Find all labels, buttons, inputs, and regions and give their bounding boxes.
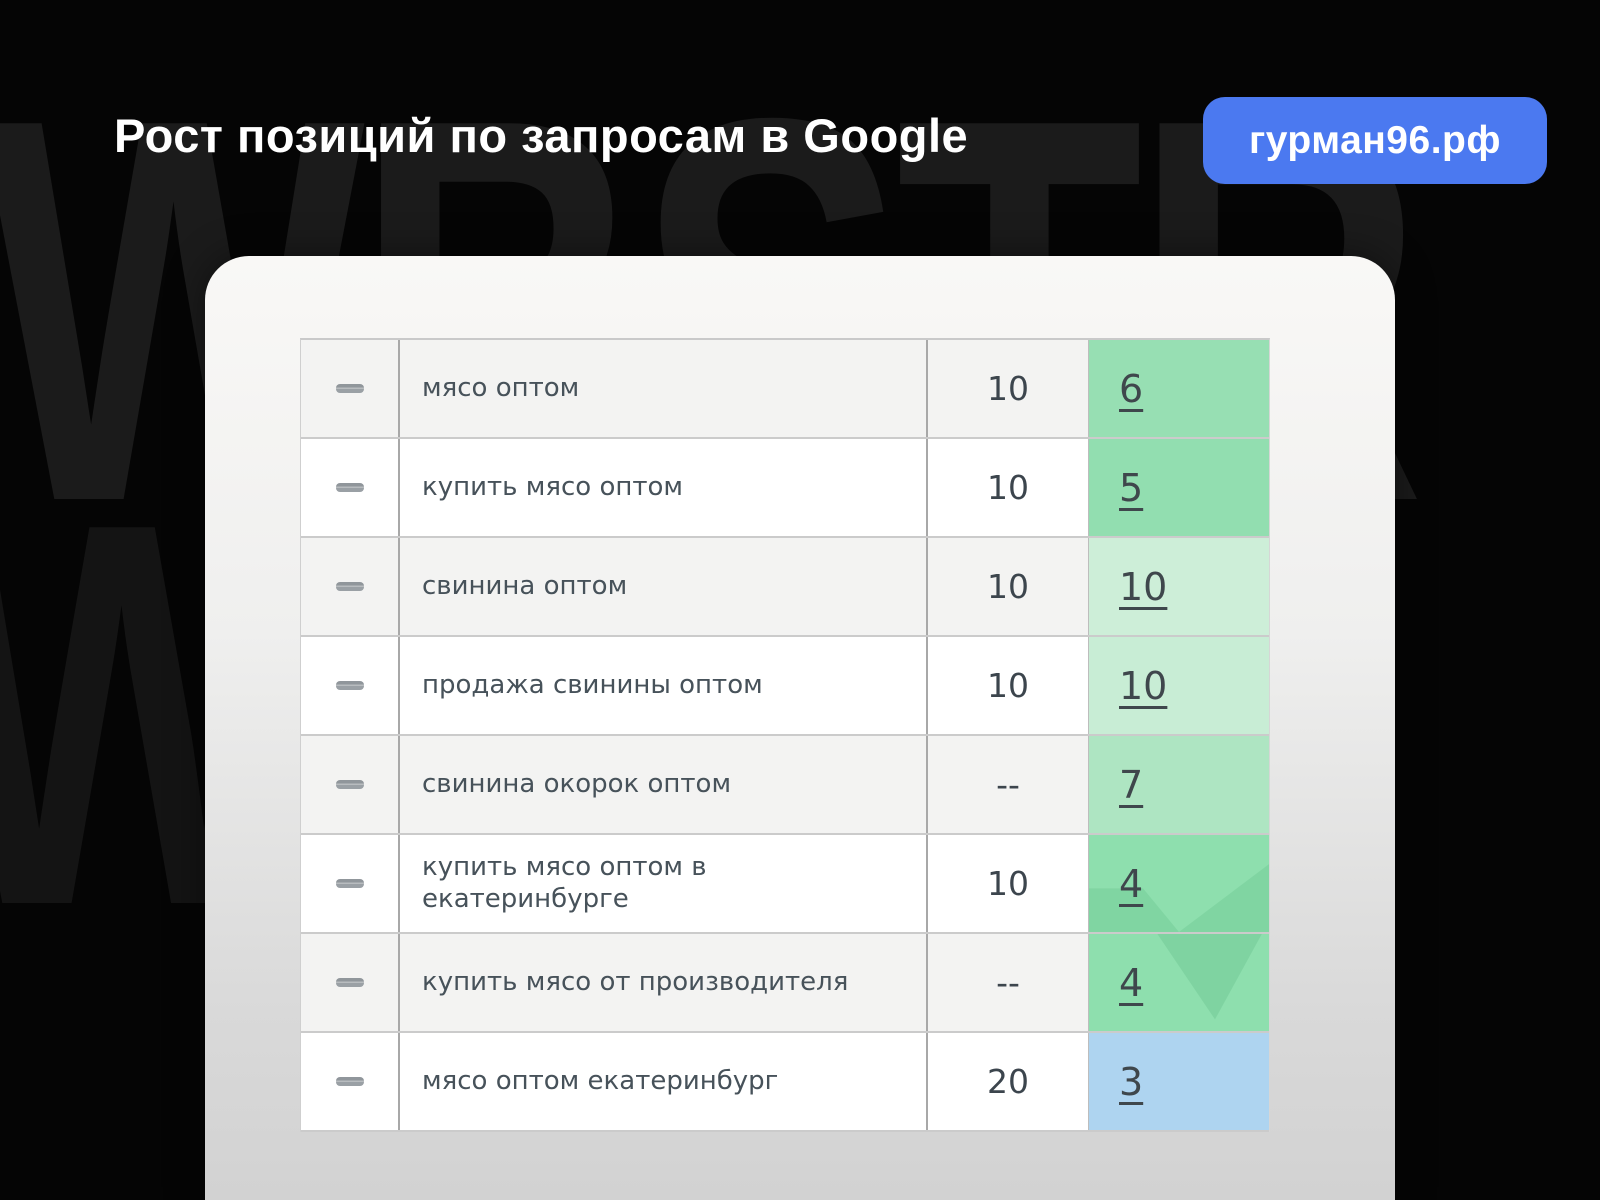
target-top-cell: -- (928, 736, 1089, 833)
position-cell: 4 (1089, 934, 1269, 1031)
status-cell (301, 538, 400, 635)
status-cell (301, 835, 400, 932)
position-cell: 3 (1089, 1033, 1269, 1130)
page-title: Рост позиций по запросам в Google (114, 109, 969, 162)
position-link[interactable]: 3 (1119, 1059, 1144, 1104)
no-change-dash-icon (335, 780, 364, 789)
site-badge-label: гурман96.рф (1249, 118, 1501, 162)
target-top-cell: -- (928, 934, 1089, 1031)
status-cell (301, 340, 400, 437)
table-row: купить мясо оптом в екатеринбурге 10 4 (301, 835, 1269, 934)
position-link[interactable]: 5 (1119, 465, 1144, 510)
no-change-dash-icon (335, 483, 364, 492)
site-badge[interactable]: гурман96.рф (1203, 97, 1547, 184)
query-cell: свинина окорок оптом (400, 736, 928, 833)
position-link[interactable]: 4 (1119, 861, 1144, 906)
table-row: купить мясо оптом 10 5 (301, 439, 1269, 538)
query-cell: свинина оптом (400, 538, 928, 635)
no-change-dash-icon (335, 681, 364, 690)
table-row: продажа свинины оптом 10 10 (301, 637, 1269, 736)
position-link[interactable]: 10 (1119, 564, 1168, 609)
position-link[interactable]: 4 (1119, 960, 1144, 1005)
status-cell (301, 934, 400, 1031)
position-cell: 5 (1089, 439, 1269, 536)
position-cell: 4 (1089, 835, 1269, 932)
position-cell: 10 (1089, 637, 1269, 734)
table-row: мясо оптом 10 6 (301, 340, 1269, 439)
target-top-cell: 20 (928, 1033, 1089, 1130)
no-change-dash-icon (335, 978, 364, 987)
query-cell: мясо оптом (400, 340, 928, 437)
status-cell (301, 439, 400, 536)
target-top-cell: 10 (928, 835, 1089, 932)
target-top-cell: 10 (928, 439, 1089, 536)
target-top-cell: 10 (928, 637, 1089, 734)
no-change-dash-icon (335, 1077, 364, 1086)
green-watermark-shape (1157, 934, 1262, 1020)
status-cell (301, 1033, 400, 1130)
no-change-dash-icon (335, 879, 364, 888)
position-link[interactable]: 6 (1119, 366, 1144, 411)
table-row: купить мясо от производителя -- 4 (301, 934, 1269, 1033)
no-change-dash-icon (335, 384, 364, 393)
position-cell: 6 (1089, 340, 1269, 437)
position-cell: 7 (1089, 736, 1269, 833)
query-cell: мясо оптом екатеринбург (400, 1033, 928, 1130)
positions-table: мясо оптом 10 6 купить мясо оптом 10 5 с… (300, 338, 1270, 1132)
table-row: свинина окорок оптом -- 7 (301, 736, 1269, 835)
status-cell (301, 736, 400, 833)
target-top-cell: 10 (928, 538, 1089, 635)
table-row: мясо оптом екатеринбург 20 3 (301, 1033, 1269, 1132)
query-cell: купить мясо оптом (400, 439, 928, 536)
positions-card: мясо оптом 10 6 купить мясо оптом 10 5 с… (205, 256, 1395, 1200)
position-cell: 10 (1089, 538, 1269, 635)
table-row: свинина оптом 10 10 (301, 538, 1269, 637)
no-change-dash-icon (335, 582, 364, 591)
green-watermark-shape (1089, 864, 1269, 932)
target-top-cell: 10 (928, 340, 1089, 437)
position-link[interactable]: 7 (1119, 762, 1144, 807)
status-cell (301, 637, 400, 734)
position-link[interactable]: 10 (1119, 663, 1168, 708)
query-cell: купить мясо от производителя (400, 934, 928, 1031)
query-cell: продажа свинины оптом (400, 637, 928, 734)
query-cell: купить мясо оптом в екатеринбурге (400, 835, 928, 932)
